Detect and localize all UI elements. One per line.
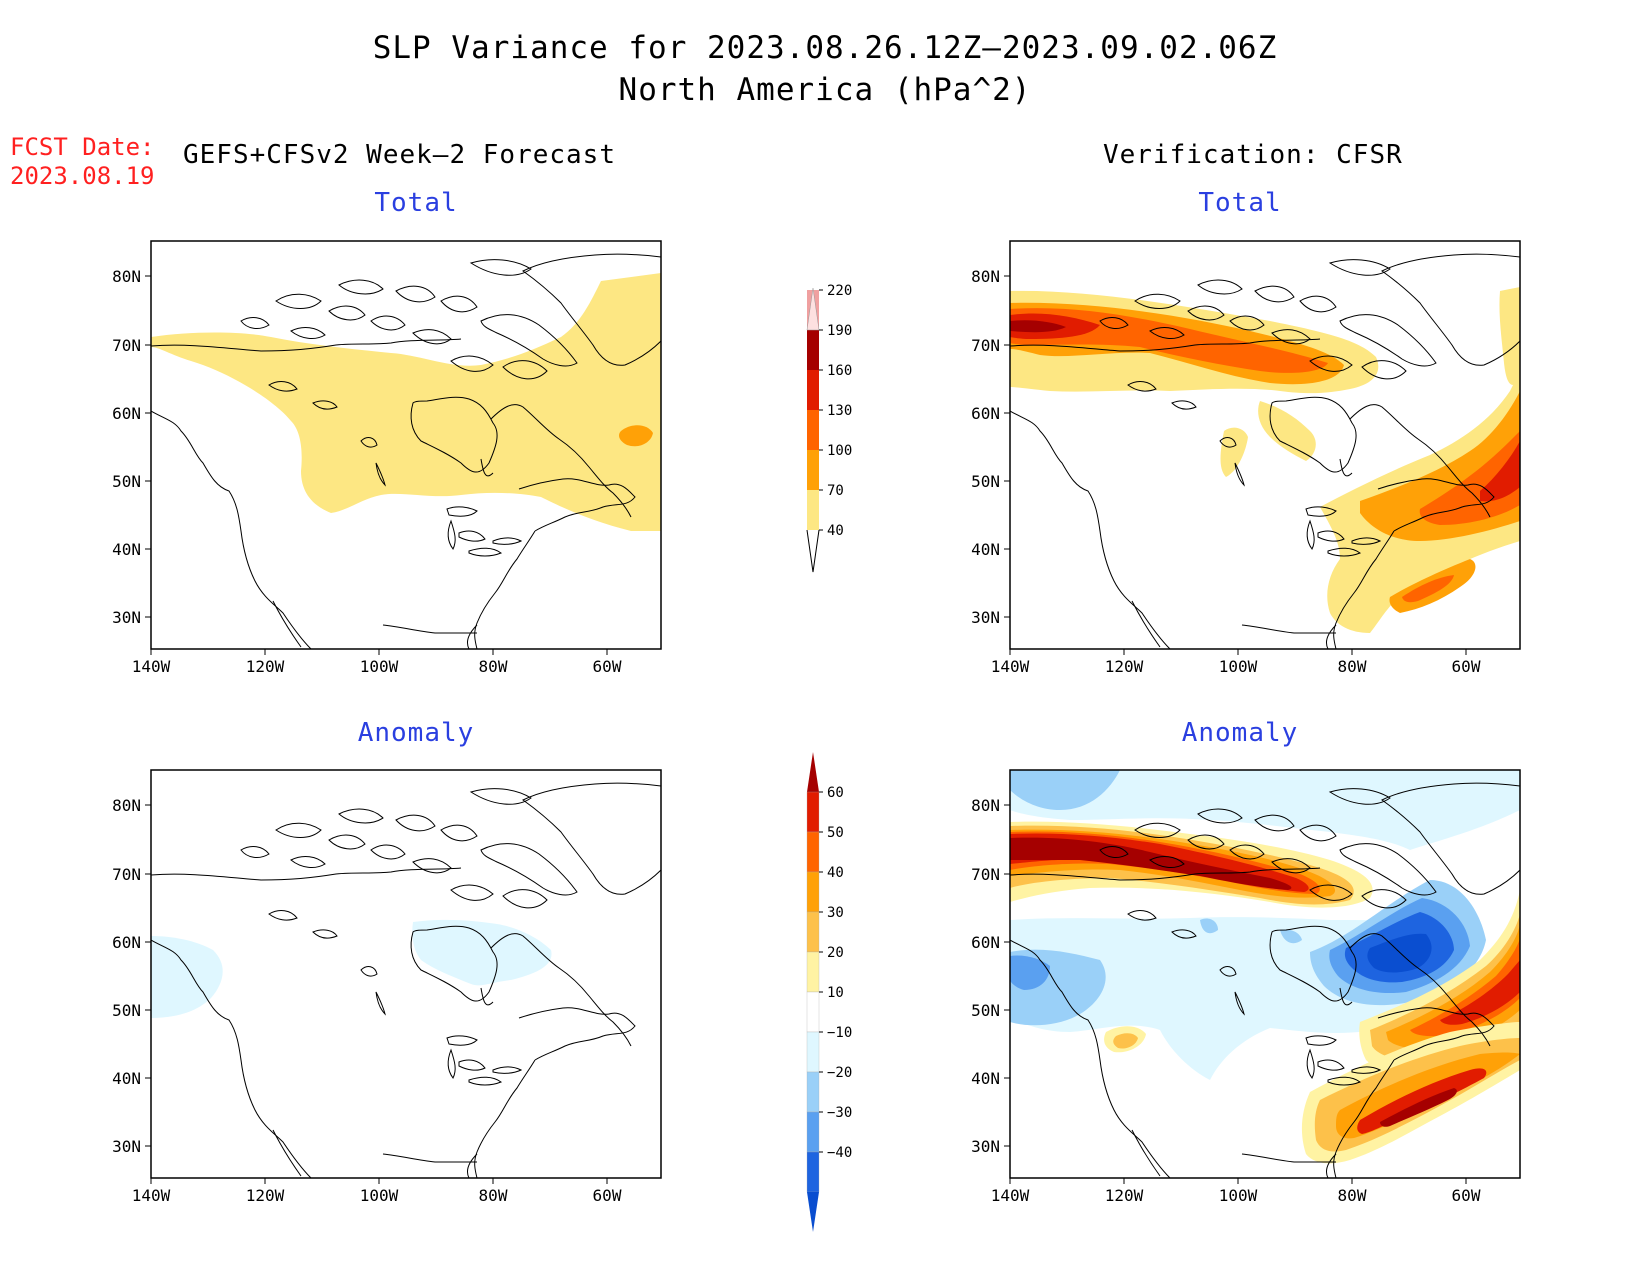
lon-tick-label: 60W bbox=[1452, 1186, 1481, 1205]
forecast-header: GEFS+CFSv2 Week–2 Forecast bbox=[183, 140, 616, 170]
lat-tick-label: 30N bbox=[971, 1137, 1000, 1156]
lon-tick-label: 120W bbox=[1105, 657, 1144, 676]
lon-tick-label: 80W bbox=[1338, 657, 1367, 676]
cbar-anom-bin bbox=[806, 1111, 820, 1153]
lat-tick-label: 70N bbox=[112, 336, 141, 355]
lon-tick-label: 100W bbox=[360, 1186, 399, 1205]
cbar-total-arrow bbox=[806, 287, 820, 331]
fc-total-subtitle: Total bbox=[374, 188, 458, 218]
lat-tick-label: 50N bbox=[112, 472, 141, 491]
cbar-anom-label: −40 bbox=[827, 1145, 852, 1161]
cbar-total-bin bbox=[807, 330, 819, 370]
cbar-anom-label: 30 bbox=[827, 905, 844, 921]
cbar-anom-bin bbox=[806, 1151, 820, 1193]
lat-tick-label: 40N bbox=[971, 540, 1000, 559]
cbar-total-label: 160 bbox=[827, 363, 852, 379]
lat-tick-label: 30N bbox=[112, 608, 141, 627]
fcst-date: FCST Date: 2023.08.19 bbox=[10, 133, 155, 191]
lon-tick-label: 140W bbox=[132, 1186, 171, 1205]
cbar-anom-bin bbox=[806, 1031, 820, 1073]
vf-anom-subtitle: Anomaly bbox=[1181, 718, 1299, 748]
cbar-anom-bin bbox=[806, 991, 820, 1033]
cbar-anom-label: 10 bbox=[827, 985, 844, 1001]
cbar-anom-label: −10 bbox=[827, 1025, 852, 1041]
cbar-anom-label: 20 bbox=[827, 945, 844, 961]
cbar-total-label: 130 bbox=[827, 403, 852, 419]
cbar-anom-label: 40 bbox=[827, 865, 844, 881]
verification-header: Verification: CFSR bbox=[1103, 140, 1403, 170]
lon-tick-label: 60W bbox=[593, 1186, 622, 1205]
lat-tick-label: 40N bbox=[112, 540, 141, 559]
lon-tick-label: 80W bbox=[479, 657, 508, 676]
cbar-anom-label: −20 bbox=[827, 1065, 852, 1081]
vf-total-subtitle: Total bbox=[1198, 188, 1282, 218]
lat-tick-label: 40N bbox=[971, 1069, 1000, 1088]
lat-tick-label: 70N bbox=[971, 336, 1000, 355]
fcst-date-value: 2023.08.19 bbox=[10, 162, 155, 190]
lat-tick-label: 30N bbox=[112, 1137, 141, 1156]
cbar-anom-bottom-arrow bbox=[807, 1192, 819, 1232]
lat-tick-label: 70N bbox=[112, 865, 141, 884]
cbar-anom-bin bbox=[806, 911, 820, 953]
lon-tick-label: 60W bbox=[593, 657, 622, 676]
lat-tick-label: 40N bbox=[112, 1069, 141, 1088]
lat-tick-label: 50N bbox=[971, 472, 1000, 491]
cbar-anom-bin bbox=[806, 951, 820, 993]
fc-anom-panel bbox=[150, 769, 662, 1179]
axes-layer: 80N 70N 60N 50N 40N 30N 140W 120W 100W 80W 60W 80N 7… bbox=[112, 267, 1481, 1205]
lon-tick-label: 140W bbox=[991, 657, 1030, 676]
cbar-anom-bin bbox=[806, 791, 820, 833]
cbar-total-bin bbox=[807, 490, 819, 530]
lat-tick-label: 80N bbox=[112, 796, 141, 815]
lat-tick-label: 70N bbox=[971, 865, 1000, 884]
cbar-anom-bin bbox=[806, 831, 820, 873]
main-title: SLP Variance for 2023.08.26.12Z–2023.09.… bbox=[372, 30, 1278, 66]
lon-tick-label: 60W bbox=[1452, 657, 1481, 676]
lat-tick-label: 60N bbox=[112, 933, 141, 952]
lat-tick-label: 60N bbox=[971, 404, 1000, 423]
lat-tick-label: 80N bbox=[971, 796, 1000, 815]
lon-tick-label: 100W bbox=[1219, 657, 1258, 676]
lat-tick-label: 50N bbox=[112, 1001, 141, 1020]
lat-tick-label: 50N bbox=[971, 1001, 1000, 1020]
lat-tick-label: 30N bbox=[971, 608, 1000, 627]
cbar-anom-label: 50 bbox=[827, 825, 844, 841]
lon-tick-label: 100W bbox=[1219, 1186, 1258, 1205]
lon-tick-label: 140W bbox=[991, 1186, 1030, 1205]
cbar-total-label: 190 bbox=[827, 323, 852, 339]
cbar-total-bin bbox=[807, 370, 819, 410]
lon-tick-label: 120W bbox=[246, 1186, 285, 1205]
colorbar-layer: 40 70 100 130 160 190 220 60 50 40 30 20 10 −10 −20 −30… bbox=[806, 283, 852, 1232]
fc-total-panel bbox=[150, 240, 662, 650]
cbar-total-label: 220 bbox=[827, 283, 852, 299]
cbar-anom-bin bbox=[806, 1071, 820, 1113]
cbar-total-label: 100 bbox=[827, 443, 852, 459]
lon-tick-label: 100W bbox=[360, 657, 399, 676]
cbar-total-label: 70 bbox=[827, 483, 844, 499]
cbar-anom-label: −30 bbox=[827, 1105, 852, 1121]
lat-tick-label: 60N bbox=[971, 933, 1000, 952]
cbar-anom-label: 60 bbox=[827, 785, 844, 801]
cbar-anom-bin bbox=[806, 871, 820, 913]
fc-anom-subtitle: Anomaly bbox=[357, 718, 475, 748]
lat-tick-label: 80N bbox=[112, 267, 141, 286]
lon-tick-label: 80W bbox=[479, 1186, 508, 1205]
lon-tick-label: 140W bbox=[132, 657, 171, 676]
vf-anom-panel bbox=[1009, 769, 1521, 1179]
lat-tick-label: 80N bbox=[971, 267, 1000, 286]
lon-tick-label: 80W bbox=[1338, 1186, 1367, 1205]
fcst-date-label: FCST Date: bbox=[10, 133, 155, 161]
vf-total-panel bbox=[1009, 240, 1521, 650]
cbar-total-label: 40 bbox=[827, 523, 844, 539]
lon-tick-label: 120W bbox=[1105, 1186, 1144, 1205]
cbar-total-bin bbox=[807, 450, 819, 490]
lon-tick-label: 120W bbox=[246, 657, 285, 676]
main-subtitle: North America (hPa^2) bbox=[618, 72, 1032, 108]
cbar-total-bin bbox=[807, 410, 819, 450]
lat-tick-label: 60N bbox=[112, 404, 141, 423]
cbar-total-tail bbox=[806, 529, 820, 573]
cbar-anom-top-arrow bbox=[807, 752, 819, 792]
